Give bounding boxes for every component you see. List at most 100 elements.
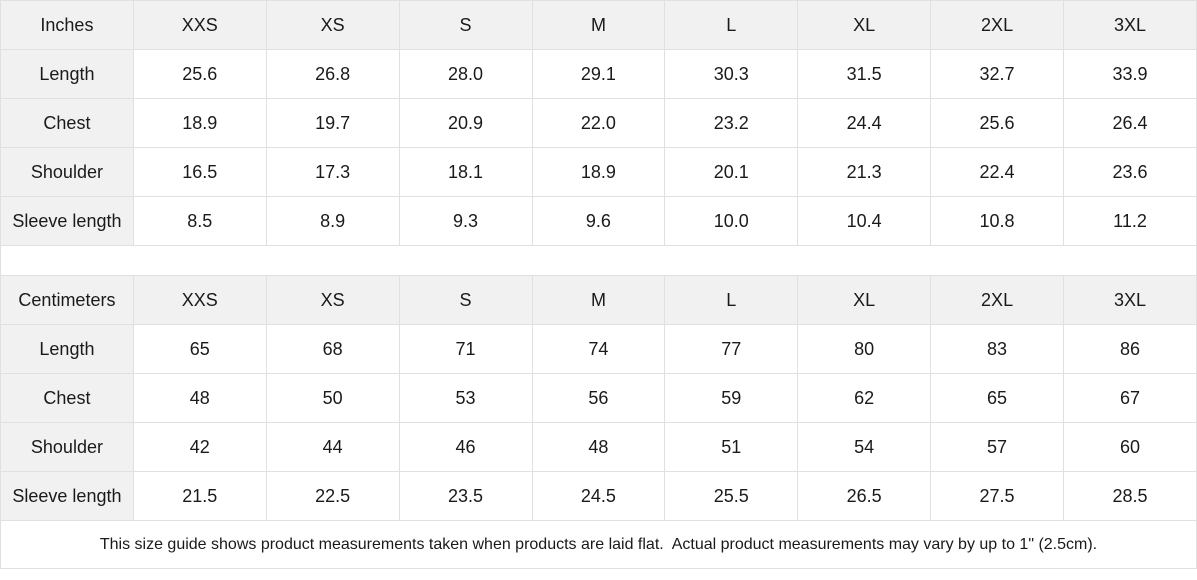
measurement-value-cell: 18.1	[398, 147, 533, 197]
measurement-value-cell: 21.5	[132, 471, 267, 521]
measurement-value-cell: 57	[930, 422, 1064, 472]
size-header-cell: 2XL	[930, 0, 1064, 50]
spacer-cell	[0, 245, 1197, 276]
measurement-label-cell: Length	[0, 324, 134, 374]
measurement-value-cell: 33.9	[1063, 49, 1197, 99]
measurement-value-cell: 28.0	[398, 49, 533, 99]
size-header-cell: 3XL	[1063, 0, 1197, 50]
measurement-value-cell: 25.6	[930, 98, 1064, 148]
measurement-value-cell: 50	[265, 373, 400, 423]
measurement-value-cell: 26.4	[1063, 98, 1197, 148]
measurement-value-cell: 65	[930, 373, 1064, 423]
measurement-value-cell: 68	[265, 324, 400, 374]
size-header-cell: XXS	[132, 275, 267, 325]
measurement-value-cell: 8.5	[132, 196, 267, 246]
measurement-value-cell: 9.6	[531, 196, 666, 246]
measurement-label-cell: Shoulder	[0, 422, 134, 472]
measurement-value-cell: 30.3	[664, 49, 799, 99]
measurement-value-cell: 51	[664, 422, 799, 472]
measurement-value-cell: 42	[132, 422, 267, 472]
measurement-value-cell: 27.5	[930, 471, 1064, 521]
measurement-row: Chest 48 50 53 56 59 62 65 67	[0, 373, 1197, 423]
measurement-label-cell: Chest	[0, 98, 134, 148]
measurement-value-cell: 74	[531, 324, 666, 374]
measurement-value-cell: 18.9	[132, 98, 267, 148]
size-header-cell: L	[664, 275, 799, 325]
measurement-label-cell: Sleeve length	[0, 471, 134, 521]
measurement-row: Sleeve length 8.5 8.9 9.3 9.6 10.0 10.4 10.8 11.…	[0, 196, 1197, 246]
measurement-value-cell: 56	[531, 373, 666, 423]
measurement-value-cell: 26.8	[265, 49, 400, 99]
measurement-value-cell: 10.0	[664, 196, 799, 246]
measurement-value-cell: 24.5	[531, 471, 666, 521]
measurement-row: Shoulder 42 44 46 48 51 54 57 60	[0, 422, 1197, 472]
measurement-row: Sleeve length 21.5 22.5 23.5 24.5 25.5 26.5 27.…	[0, 471, 1197, 521]
measurement-value-cell: 77	[664, 324, 799, 374]
measurement-value-cell: 19.7	[265, 98, 400, 148]
measurement-value-cell: 20.9	[398, 98, 533, 148]
measurement-value-cell: 8.9	[265, 196, 400, 246]
measurement-value-cell: 29.1	[531, 49, 666, 99]
measurement-row: Chest 18.9 19.7 20.9 22.0 23.2 24.4 25.6 26.4	[0, 98, 1197, 148]
size-header-cell: M	[531, 275, 666, 325]
measurement-value-cell: 22.5	[265, 471, 400, 521]
measurement-row: Length 65 68 71 74 77 80 83 86	[0, 324, 1197, 374]
unit-header-row: Inches XXS XS S M L XL 2XL 3XL	[0, 0, 1197, 50]
footer-row: This size guide shows product measuremen…	[0, 520, 1197, 569]
measurement-value-cell: 83	[930, 324, 1064, 374]
measurement-value-cell: 23.6	[1063, 147, 1197, 197]
measurement-value-cell: 11.2	[1063, 196, 1197, 246]
measurement-value-cell: 25.6	[132, 49, 267, 99]
size-header-cell: S	[398, 0, 533, 50]
measurement-value-cell: 46	[398, 422, 533, 472]
measurement-value-cell: 10.4	[797, 196, 932, 246]
measurement-value-cell: 67	[1063, 373, 1197, 423]
measurement-value-cell: 53	[398, 373, 533, 423]
measurement-value-cell: 22.0	[531, 98, 666, 148]
size-header-cell: XXS	[132, 0, 267, 50]
measurement-value-cell: 23.5	[398, 471, 533, 521]
size-header-cell: 3XL	[1063, 275, 1197, 325]
size-header-cell: XS	[265, 0, 400, 50]
measurement-label-cell: Sleeve length	[0, 196, 134, 246]
measurement-value-cell: 17.3	[265, 147, 400, 197]
size-guide-note: This size guide shows product measuremen…	[0, 520, 1197, 569]
unit-label-cell: Centimeters	[0, 275, 134, 325]
size-header-cell: S	[398, 275, 533, 325]
measurement-row: Shoulder 16.5 17.3 18.1 18.9 20.1 21.3 22.4 23.6	[0, 147, 1197, 197]
measurement-value-cell: 28.5	[1063, 471, 1197, 521]
measurement-value-cell: 25.5	[664, 471, 799, 521]
measurement-value-cell: 16.5	[132, 147, 267, 197]
measurement-value-cell: 48	[132, 373, 267, 423]
measurement-value-cell: 21.3	[797, 147, 932, 197]
size-header-cell: XL	[797, 0, 932, 50]
measurement-row: Length 25.6 26.8 28.0 29.1 30.3 31.5 32.7 33.9	[0, 49, 1197, 99]
size-header-cell: XL	[797, 275, 932, 325]
spacer-row	[0, 245, 1197, 276]
size-header-cell: M	[531, 0, 666, 50]
measurement-value-cell: 71	[398, 324, 533, 374]
size-header-cell: 2XL	[930, 275, 1064, 325]
measurement-value-cell: 26.5	[797, 471, 932, 521]
measurement-value-cell: 9.3	[398, 196, 533, 246]
measurement-value-cell: 18.9	[531, 147, 666, 197]
size-header-cell: L	[664, 0, 799, 50]
unit-header-row: Centimeters XXS XS S M L XL 2XL 3XL	[0, 275, 1197, 325]
measurement-value-cell: 20.1	[664, 147, 799, 197]
measurement-value-cell: 54	[797, 422, 932, 472]
measurement-value-cell: 65	[132, 324, 267, 374]
measurement-value-cell: 48	[531, 422, 666, 472]
measurement-value-cell: 86	[1063, 324, 1197, 374]
measurement-value-cell: 59	[664, 373, 799, 423]
measurement-value-cell: 32.7	[930, 49, 1064, 99]
measurement-value-cell: 10.8	[930, 196, 1064, 246]
measurement-label-cell: Chest	[0, 373, 134, 423]
measurement-value-cell: 23.2	[664, 98, 799, 148]
measurement-value-cell: 22.4	[930, 147, 1064, 197]
measurement-value-cell: 31.5	[797, 49, 932, 99]
measurement-label-cell: Shoulder	[0, 147, 134, 197]
measurement-value-cell: 80	[797, 324, 932, 374]
measurement-value-cell: 44	[265, 422, 400, 472]
size-header-cell: XS	[265, 275, 400, 325]
